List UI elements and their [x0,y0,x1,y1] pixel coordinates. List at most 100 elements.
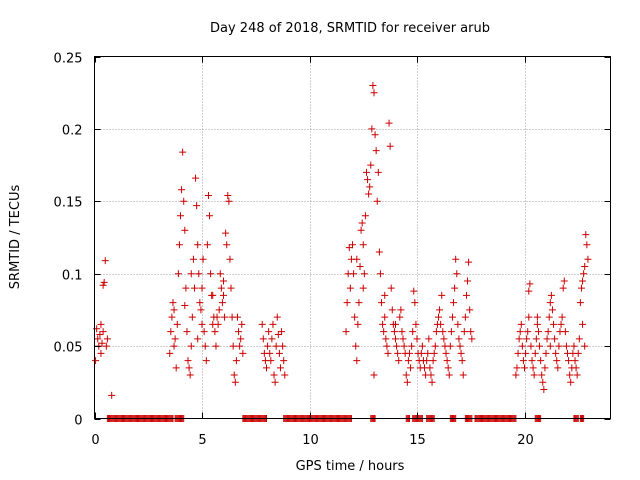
data-point [451,284,459,292]
data-point [259,335,267,343]
data-point [357,226,365,234]
data-point [99,281,107,289]
data-point [533,320,541,328]
data-point [382,335,390,343]
data-point [546,299,554,307]
data-point [561,328,569,336]
data-point [98,339,106,347]
data-point [517,320,525,328]
data-point [525,313,533,321]
data-point [276,364,284,372]
data-point [575,335,583,343]
data-point [169,299,177,307]
x-tick-label: 0 [91,433,99,448]
data-point [448,313,456,321]
data-point [258,320,266,328]
data-point [515,335,523,343]
data-point [544,328,552,336]
data-point [353,357,361,365]
data-point [565,357,573,365]
data-point [403,378,411,386]
data-point [187,270,195,278]
data-point [387,284,395,292]
data-point [557,320,565,328]
data-point [263,364,270,372]
data-point [230,371,238,379]
data-point [270,371,278,379]
data-point [194,241,202,249]
data-point [231,378,239,386]
data-point [462,291,470,299]
data-point [278,328,286,336]
data-point [204,192,212,200]
data-point [267,357,275,365]
data-point [399,335,407,343]
data-point [432,328,440,336]
data-point [443,357,451,365]
data-point [181,302,189,310]
data-point [381,291,389,299]
data-point [373,197,381,205]
data-point [350,270,358,278]
data-point [400,342,408,350]
data-point [552,349,560,357]
data-point [175,241,183,249]
data-point [217,284,225,292]
data-point [198,320,206,328]
data-point [581,262,589,270]
x-tick-label: 15 [409,433,426,448]
data-point [424,349,432,357]
data-point [343,299,351,307]
data-point [370,371,378,379]
data-point [521,364,528,372]
data-point [455,335,463,343]
data-point [574,349,582,357]
data-point [388,306,396,314]
data-point [413,335,421,343]
data-point [545,313,553,321]
data-point [367,161,375,169]
data-point [410,287,418,295]
data-point [182,284,190,292]
data-point [227,284,235,292]
data-point [166,349,174,357]
data-point [212,342,220,350]
data-point [100,278,108,286]
data-point [353,255,361,263]
data-point [354,320,362,328]
data-point [522,349,530,357]
data-point [386,142,394,150]
data-point [167,328,175,336]
data-point [465,258,473,266]
data-point [447,328,455,336]
data-point [194,335,202,343]
data-point [193,202,201,210]
data-point [275,349,283,357]
data-point [206,212,214,220]
data-point [213,313,221,321]
data-point [96,331,104,339]
data-point [349,241,356,249]
data-point [408,342,416,350]
data-point [103,335,111,343]
data-point [209,291,217,299]
data-point [186,371,194,379]
data-point [268,335,276,343]
data-point [345,244,353,252]
data-point [581,342,589,350]
data-point [376,270,384,278]
data-point [446,342,454,350]
data-point [540,386,548,394]
data-point [533,313,541,321]
data-point [370,89,378,97]
data-point [342,328,350,336]
data-point [97,349,105,357]
data-point [174,270,182,278]
data-point [464,277,472,285]
data-point [358,219,366,227]
data-point [536,342,544,350]
data-point [383,342,391,350]
x-axis-label: GPS time / hours [296,459,405,474]
data-point [378,299,386,307]
data-point [417,349,425,357]
